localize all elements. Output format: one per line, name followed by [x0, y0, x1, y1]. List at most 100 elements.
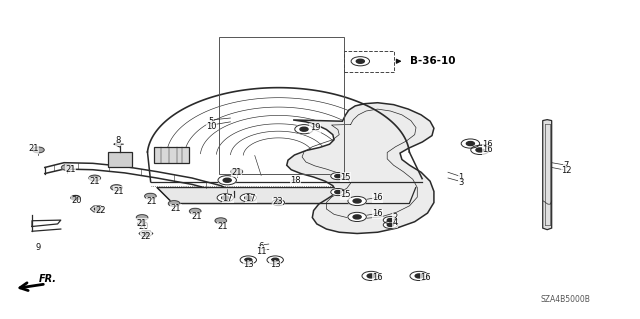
Text: 23: 23	[273, 197, 283, 206]
Circle shape	[335, 174, 341, 178]
Text: 11: 11	[256, 247, 266, 256]
Circle shape	[348, 197, 366, 205]
Circle shape	[471, 145, 489, 154]
Circle shape	[387, 223, 394, 226]
Text: 20: 20	[139, 222, 149, 231]
Text: 21: 21	[192, 212, 202, 221]
Circle shape	[353, 215, 361, 219]
Text: 12: 12	[561, 167, 572, 175]
Text: 5: 5	[209, 117, 214, 126]
Polygon shape	[139, 230, 153, 237]
Text: B-36-10: B-36-10	[410, 56, 455, 66]
Text: 19: 19	[310, 123, 320, 132]
Text: 22: 22	[95, 206, 106, 215]
Text: 13: 13	[270, 260, 280, 269]
Bar	[219, 37, 344, 174]
Circle shape	[410, 271, 428, 280]
Text: 21: 21	[218, 222, 228, 231]
Text: 21: 21	[65, 165, 76, 174]
Text: 1: 1	[458, 173, 463, 182]
Circle shape	[244, 258, 252, 262]
Circle shape	[217, 194, 234, 202]
Text: 13: 13	[243, 260, 253, 269]
Circle shape	[223, 178, 231, 182]
Circle shape	[89, 175, 100, 181]
Circle shape	[467, 142, 474, 145]
Text: 15: 15	[340, 173, 351, 182]
Circle shape	[240, 256, 257, 264]
Text: 21: 21	[232, 168, 242, 177]
Circle shape	[71, 196, 80, 200]
Bar	[344, 51, 394, 72]
Text: 16: 16	[372, 273, 383, 282]
Text: 21: 21	[28, 144, 38, 153]
Polygon shape	[157, 188, 416, 204]
Circle shape	[143, 232, 148, 235]
Circle shape	[300, 127, 308, 131]
Circle shape	[362, 271, 380, 280]
Circle shape	[136, 215, 148, 220]
Text: 15: 15	[340, 190, 351, 199]
Circle shape	[353, 199, 361, 203]
Circle shape	[138, 222, 147, 226]
Text: 17: 17	[246, 194, 256, 203]
Circle shape	[111, 185, 122, 190]
Circle shape	[145, 193, 156, 199]
Text: 16: 16	[483, 145, 493, 154]
Circle shape	[356, 59, 364, 63]
Polygon shape	[90, 206, 104, 212]
Circle shape	[189, 208, 201, 214]
Text: 18: 18	[291, 176, 301, 185]
Text: 20: 20	[72, 197, 82, 205]
Circle shape	[218, 176, 236, 185]
Circle shape	[95, 208, 100, 210]
Text: 17: 17	[223, 194, 233, 203]
Circle shape	[215, 218, 227, 224]
Circle shape	[33, 147, 44, 153]
Text: 21: 21	[114, 187, 124, 196]
Circle shape	[276, 201, 281, 204]
Text: 7: 7	[564, 161, 569, 170]
Circle shape	[61, 165, 73, 170]
Text: 22: 22	[141, 232, 151, 241]
Circle shape	[348, 212, 366, 221]
Circle shape	[168, 201, 180, 206]
Circle shape	[272, 199, 285, 206]
Text: 4: 4	[392, 218, 397, 227]
Circle shape	[383, 221, 397, 228]
Text: 10: 10	[206, 122, 216, 131]
Circle shape	[383, 217, 397, 224]
Circle shape	[240, 194, 257, 202]
Circle shape	[476, 148, 484, 152]
Circle shape	[335, 190, 341, 194]
Circle shape	[271, 258, 279, 262]
Circle shape	[244, 196, 252, 200]
Text: SZA4B5000B: SZA4B5000B	[541, 295, 591, 304]
Circle shape	[387, 219, 394, 222]
Circle shape	[351, 57, 369, 66]
Polygon shape	[543, 120, 552, 230]
Text: 21: 21	[171, 204, 181, 213]
Text: 21: 21	[147, 197, 157, 206]
Circle shape	[331, 173, 345, 180]
Circle shape	[267, 256, 284, 264]
Text: 16: 16	[372, 193, 383, 202]
Circle shape	[221, 196, 229, 200]
Text: 21: 21	[90, 177, 100, 186]
Circle shape	[295, 125, 313, 134]
Text: 2: 2	[392, 213, 397, 222]
Circle shape	[461, 139, 479, 148]
Text: 3: 3	[458, 178, 463, 187]
Circle shape	[415, 274, 423, 278]
Circle shape	[367, 274, 375, 278]
Text: 16: 16	[420, 273, 431, 282]
Polygon shape	[287, 103, 434, 234]
Text: 16: 16	[483, 140, 493, 149]
Bar	[108, 152, 132, 167]
Text: FR.: FR.	[38, 274, 56, 284]
Text: 8: 8	[115, 137, 120, 145]
Circle shape	[331, 189, 345, 196]
Bar	[154, 147, 189, 163]
Circle shape	[231, 169, 243, 174]
Text: 6: 6	[259, 242, 264, 251]
